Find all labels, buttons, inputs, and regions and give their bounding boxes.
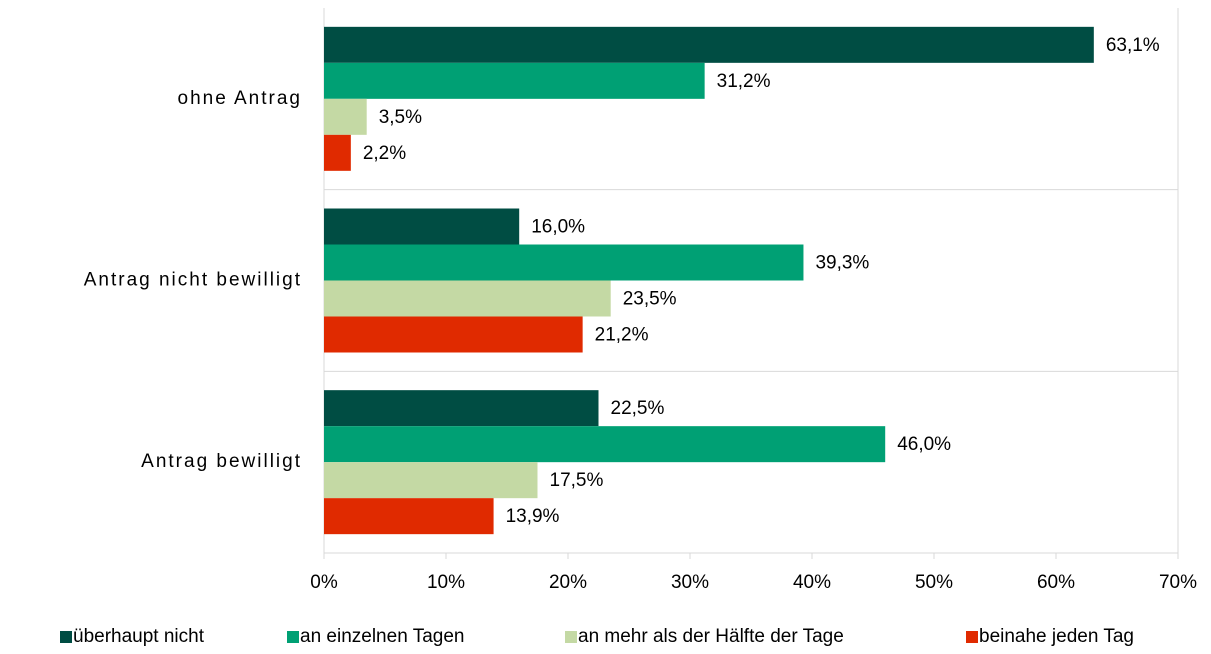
value-label: 22,5% — [611, 398, 665, 419]
legend-swatch — [966, 631, 978, 643]
value-label: 31,2% — [717, 71, 771, 92]
x-tick-label: 0% — [310, 572, 338, 593]
bar — [324, 208, 520, 245]
value-label: 63,1% — [1106, 35, 1160, 56]
legend-swatch — [60, 631, 72, 643]
value-label: 46,0% — [897, 434, 951, 455]
legend-label: überhaupt nicht — [73, 626, 205, 647]
bar — [324, 462, 538, 499]
value-label: 16,0% — [531, 217, 585, 238]
value-label: 23,5% — [623, 289, 677, 310]
x-tick-label: 50% — [915, 572, 953, 593]
legend-swatch — [565, 631, 577, 643]
bar — [324, 498, 494, 535]
category-label: Antrag bewilligt — [141, 451, 302, 472]
value-label: 2,2% — [363, 143, 406, 164]
legend-label: beinahe jeden Tag — [979, 626, 1134, 647]
category-label: Antrag nicht bewilligt — [84, 270, 302, 291]
legend-label: an mehr als der Hälfte der Tage — [578, 626, 844, 647]
value-label: 39,3% — [815, 253, 869, 274]
x-tick-label: 60% — [1037, 572, 1075, 593]
bar — [324, 134, 351, 171]
bar — [324, 62, 705, 99]
x-tick-label: 20% — [549, 572, 587, 593]
bar — [324, 244, 804, 281]
x-tick-label: 40% — [793, 572, 831, 593]
category-label: ohne Antrag — [178, 88, 302, 109]
bar — [324, 426, 886, 463]
value-label: 17,5% — [550, 470, 604, 491]
value-label: 21,2% — [595, 325, 649, 346]
bar — [324, 26, 1094, 63]
x-tick-label: 70% — [1159, 572, 1197, 593]
bar — [324, 390, 599, 427]
x-tick-label: 30% — [671, 572, 709, 593]
value-label: 13,9% — [506, 506, 560, 527]
legend-label: an einzelnen Tagen — [300, 626, 464, 647]
x-tick-label: 10% — [427, 572, 465, 593]
bar — [324, 98, 367, 135]
value-label: 3,5% — [379, 107, 422, 128]
legend-swatch — [287, 631, 299, 643]
bar — [324, 316, 583, 353]
bar — [324, 280, 611, 317]
